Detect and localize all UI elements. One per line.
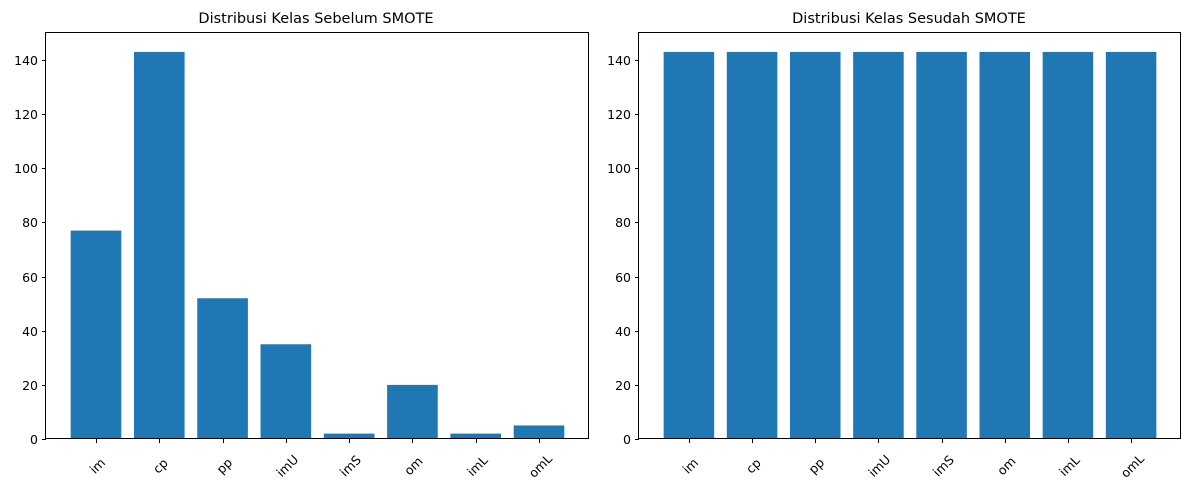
x-tick-label-pp: pp xyxy=(805,455,827,477)
y-tick-label: 60 xyxy=(615,270,631,285)
plot-frame-before-smote xyxy=(45,32,589,439)
y-tick-label: 80 xyxy=(615,215,631,230)
bar-om xyxy=(979,51,1031,439)
y-tick-label: 0 xyxy=(623,432,631,447)
x-tick-label-om: om xyxy=(401,454,426,479)
chart-title-before-smote: Distribusi Kelas Sebelum SMOTE xyxy=(198,11,433,27)
x-tick-label-cp: cp xyxy=(743,455,764,476)
y-axis-ticks-after-smote: 0 20 40 60 80 100 120 140 xyxy=(607,53,639,447)
x-tick-label-imS: imS xyxy=(930,452,957,479)
bar-pp xyxy=(789,51,841,439)
y-tick-label: 140 xyxy=(607,53,631,68)
bar-imL xyxy=(1042,51,1094,439)
bar-cp xyxy=(726,51,778,439)
bars-before-smote xyxy=(70,51,565,439)
plot-frame-after-smote xyxy=(638,32,1181,439)
y-tick-label: 40 xyxy=(22,324,38,339)
y-tick-label: 80 xyxy=(22,215,38,230)
bar-imL xyxy=(450,433,502,439)
bar-imS xyxy=(323,433,375,439)
x-tick-label-om: om xyxy=(994,454,1019,479)
bar-im xyxy=(663,51,715,439)
bar-imU xyxy=(260,344,312,439)
bar-cp xyxy=(133,51,185,439)
bar-im xyxy=(70,230,122,439)
bars-after-smote xyxy=(663,51,1157,439)
y-tick-label: 120 xyxy=(607,107,631,122)
chart-title-after-smote: Distribusi Kelas Sesudah SMOTE xyxy=(792,11,1026,27)
y-tick-label: 100 xyxy=(607,161,631,176)
bar-omL xyxy=(513,425,565,439)
y-tick-label: 140 xyxy=(14,53,38,68)
y-tick-label: 120 xyxy=(14,107,38,122)
bar-imS xyxy=(916,51,967,439)
x-tick-label-pp: pp xyxy=(213,455,235,477)
x-tick-label-imL: imL xyxy=(1056,452,1083,479)
y-tick-label: 40 xyxy=(615,324,631,339)
x-tick-label-cp: cp xyxy=(150,455,171,476)
x-tick-label-im: im xyxy=(86,455,108,477)
x-axis-ticks-before-smote: im cp pp imU imS om imL omL xyxy=(86,439,555,481)
bar-pp xyxy=(197,298,248,439)
x-tick-label-omL: omL xyxy=(1118,451,1148,481)
y-axis-ticks-before-smote: 0 20 40 60 80 100 120 140 xyxy=(14,53,46,447)
x-tick-label-imU: imU xyxy=(273,452,301,480)
x-tick-label-imS: imS xyxy=(337,452,364,479)
y-tick-label: 0 xyxy=(30,432,38,447)
x-tick-label-im: im xyxy=(679,455,701,477)
y-tick-label: 20 xyxy=(615,378,631,393)
x-tick-label-imU: imU xyxy=(865,452,893,480)
y-tick-label: 60 xyxy=(22,270,38,285)
bar-om xyxy=(387,384,438,439)
bar-imU xyxy=(853,51,904,439)
y-tick-label: 100 xyxy=(14,161,38,176)
chart-panel-before-smote: Distribusi Kelas Sebelum SMOTE 0 20 40 60 80… xyxy=(14,11,589,481)
bar-omL xyxy=(1105,51,1157,439)
y-tick-label: 20 xyxy=(22,378,38,393)
x-axis-ticks-after-smote: im cp pp imU imS om imL omL xyxy=(679,439,1147,481)
x-tick-label-imL: imL xyxy=(464,452,491,479)
x-tick-label-omL: omL xyxy=(526,451,556,481)
chart-panel-after-smote: Distribusi Kelas Sesudah SMOTE 0 20 40 60 80… xyxy=(607,11,1181,481)
